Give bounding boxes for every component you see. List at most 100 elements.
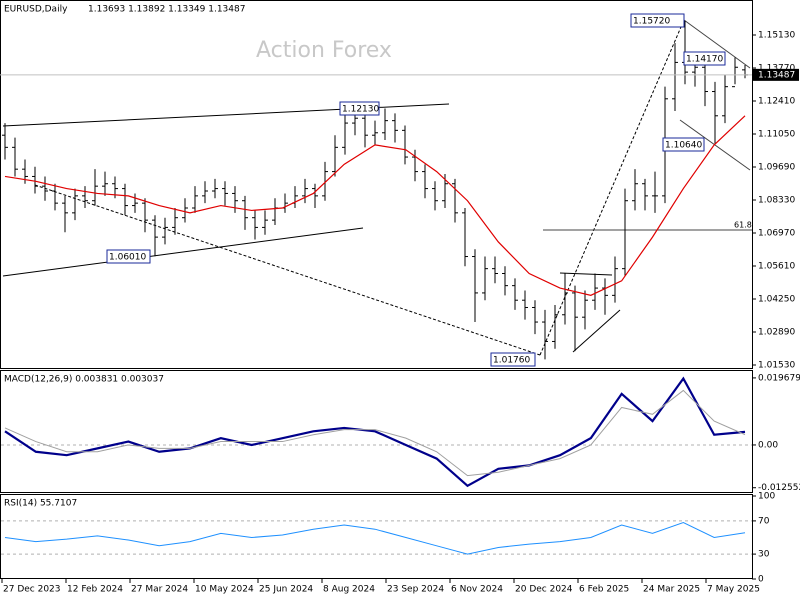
x-tick-label: 7 May 2025: [707, 585, 760, 595]
ohlc-bar: [52, 183, 58, 211]
ohlc-bar: [462, 207, 468, 267]
ohlc-bar: [582, 290, 588, 330]
ohlc-bar: [602, 278, 608, 315]
y-tick-label: 100: [758, 492, 775, 502]
ohlc-bar: [102, 171, 108, 196]
y-tick-label: 1.02890: [758, 327, 795, 337]
annotation: 1.14170: [686, 55, 723, 65]
indicator-line: [4, 376, 746, 488]
y-tick-label: 1.15130: [758, 30, 795, 40]
ohlc-bar: [132, 193, 138, 213]
y-tick-label: 1.13770: [758, 63, 795, 73]
ohlc-bar: [182, 198, 188, 223]
ohlc-bar: [732, 57, 738, 88]
dashed-line: [34, 184, 541, 356]
ohlc-bar: [202, 181, 208, 204]
ohlc-bar: [2, 123, 8, 160]
price-label-box: [753, 68, 799, 81]
x-tick-label: 6 Nov 2024: [451, 585, 503, 595]
annotation: 1.10640: [665, 141, 702, 151]
price-label: 1.13487: [758, 70, 795, 80]
ohlc-bar: [12, 137, 18, 177]
x-tick-label: 27 Mar 2024: [131, 585, 188, 595]
annotation-box: [630, 13, 685, 28]
y-tick-label: 1.12410: [758, 96, 795, 106]
ohlc-bar: [572, 285, 578, 352]
ohlc-bar: [452, 178, 458, 223]
annotation-box: [490, 352, 536, 367]
ohlc-bar: [652, 171, 658, 213]
x-tick-label: 6 Feb 2025: [579, 585, 629, 595]
y-tick-label: 1.11050: [758, 129, 795, 139]
ohlc-bar: [502, 266, 508, 296]
ohlc-bar: [42, 176, 48, 201]
ohlc-bar: [312, 183, 318, 208]
trend-lines: [2, 19, 752, 356]
annotation-box: [339, 101, 380, 116]
ohlc-bar: [562, 273, 568, 325]
ohlc-bar: [472, 249, 478, 323]
ohlc-bar: [412, 149, 418, 182]
triangle-line: [559, 272, 613, 276]
dashed-line: [539, 19, 685, 356]
y-tick-label: 70: [758, 516, 770, 526]
ohlc-bar: [372, 120, 378, 145]
indicator-line: [4, 522, 746, 555]
y-tick-label: 1.04250: [758, 294, 795, 304]
y-tick-label: 1.09690: [758, 162, 795, 172]
ohlc-bar: [152, 215, 158, 257]
annotation: 1.06010: [109, 253, 146, 263]
ohlc-bar: [722, 74, 728, 124]
ohlc-bar: [302, 178, 308, 204]
fib-label: 61.8: [734, 221, 752, 230]
y-tick-label: 0.00: [758, 440, 778, 450]
annotation-box: [683, 51, 726, 66]
ohlc-bar: [82, 186, 88, 208]
y-tick-label: 0: [758, 575, 764, 585]
ohlc-bar: [402, 125, 408, 165]
annotation-box: [662, 137, 705, 152]
annotation: 1.12130: [342, 105, 379, 115]
y-tick-label: 1.01530: [758, 360, 795, 370]
ohlc-bar: [332, 135, 338, 177]
macd-title: MACD(12,26,9) 0.003831 0.003037: [4, 375, 164, 385]
x-tick-label: 10 May 2024: [195, 585, 254, 595]
ohlc-bar: [702, 62, 708, 107]
ohlc-bar: [192, 186, 198, 213]
ohlc-bar: [62, 195, 68, 233]
trend-line: [679, 119, 751, 171]
ohlc-bar: [92, 169, 98, 206]
quote: 1.13693 1.13892 1.13349 1.13487: [88, 5, 245, 15]
ohlc-bar: [592, 273, 598, 310]
ohlc-bar: [72, 188, 78, 221]
ohlc-bar: [392, 113, 398, 143]
ohlc-bar: [532, 300, 538, 335]
ohlc-bar: [522, 290, 528, 320]
ohlc-bar: [642, 178, 648, 211]
annotation: 1.01760: [493, 356, 530, 366]
triangle-line: [572, 309, 621, 353]
trend-line: [683, 19, 751, 69]
ohlc-bar: [382, 108, 388, 141]
rsi-panel: [0, 494, 753, 579]
ohlc-bar: [172, 207, 178, 235]
annotation: 1.15720: [633, 17, 670, 27]
indicator-line: [4, 389, 746, 477]
ohlc-bar: [492, 256, 498, 284]
x-tick-label: 25 Jun 2024: [259, 585, 313, 595]
y-tick-label: 30: [758, 550, 770, 560]
x-tick-label: 27 Dec 2023: [3, 585, 61, 595]
ohlc-bar: [142, 198, 148, 233]
x-tick-label: 12 Feb 2024: [67, 585, 123, 595]
ohlc-bar: [432, 181, 438, 211]
x-tick-label: 24 Mar 2025: [643, 585, 700, 595]
ohlc-bar: [672, 42, 678, 111]
ohlc-bar: [32, 166, 38, 194]
macd-panel: [0, 370, 753, 493]
y-tick-label: 1.06970: [758, 228, 795, 238]
ohlc-bar: [422, 164, 428, 199]
annotation-box: [106, 249, 151, 264]
symbol-title: EURUSD,Daily: [4, 5, 68, 15]
